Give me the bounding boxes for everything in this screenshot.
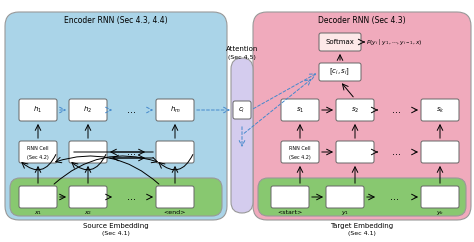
FancyBboxPatch shape <box>319 63 361 81</box>
FancyBboxPatch shape <box>281 141 319 163</box>
Text: RNN Cell: RNN Cell <box>27 146 49 151</box>
Text: ...: ... <box>128 147 137 157</box>
Text: Target Embedding: Target Embedding <box>330 223 393 229</box>
FancyBboxPatch shape <box>69 99 107 121</box>
FancyBboxPatch shape <box>253 12 471 220</box>
Text: $h_1$: $h_1$ <box>34 105 43 115</box>
Text: ...: ... <box>392 147 401 157</box>
Text: (Sec 4.5): (Sec 4.5) <box>228 54 256 60</box>
Text: $s_1$: $s_1$ <box>296 106 304 115</box>
Text: ...: ... <box>392 105 401 115</box>
Text: Source Embedding: Source Embedding <box>83 223 149 229</box>
Text: $s_k$: $s_k$ <box>436 106 444 115</box>
FancyBboxPatch shape <box>69 186 107 208</box>
FancyBboxPatch shape <box>326 186 364 208</box>
FancyBboxPatch shape <box>336 99 374 121</box>
Text: $x_2$: $x_2$ <box>84 209 92 217</box>
FancyBboxPatch shape <box>258 178 466 216</box>
Text: $x_1$: $x_1$ <box>34 209 42 217</box>
FancyBboxPatch shape <box>156 141 194 163</box>
FancyBboxPatch shape <box>421 186 459 208</box>
Text: (Sec 4.2): (Sec 4.2) <box>27 154 49 159</box>
Text: <start>: <start> <box>277 211 302 215</box>
FancyBboxPatch shape <box>69 141 107 163</box>
FancyBboxPatch shape <box>19 186 57 208</box>
FancyBboxPatch shape <box>156 186 194 208</box>
FancyBboxPatch shape <box>231 58 253 213</box>
Text: Encoder RNN (Sec 4.3, 4.4): Encoder RNN (Sec 4.3, 4.4) <box>64 16 168 25</box>
FancyBboxPatch shape <box>336 141 374 163</box>
Text: $P(y_i \mid y_1,\cdots,y_{i-1},x)$: $P(y_i \mid y_1,\cdots,y_{i-1},x)$ <box>366 37 423 47</box>
Text: $s_2$: $s_2$ <box>351 106 359 115</box>
Text: ...: ... <box>128 105 137 115</box>
FancyBboxPatch shape <box>19 99 57 121</box>
FancyBboxPatch shape <box>319 33 361 51</box>
Text: $[c_i, s_i]$: $[c_i, s_i]$ <box>329 67 351 77</box>
FancyBboxPatch shape <box>10 178 222 216</box>
FancyBboxPatch shape <box>271 186 309 208</box>
Text: RNN Cell: RNN Cell <box>289 146 311 151</box>
FancyBboxPatch shape <box>421 141 459 163</box>
Text: $y_k$: $y_k$ <box>436 209 444 217</box>
Text: Softmax: Softmax <box>326 39 355 45</box>
FancyBboxPatch shape <box>233 101 251 119</box>
Text: (Sec 4.2): (Sec 4.2) <box>289 154 311 159</box>
FancyBboxPatch shape <box>19 141 57 163</box>
Text: (Sec 4.1): (Sec 4.1) <box>102 232 130 236</box>
FancyBboxPatch shape <box>281 99 319 121</box>
Text: Attention: Attention <box>226 46 258 52</box>
FancyBboxPatch shape <box>5 12 227 220</box>
FancyBboxPatch shape <box>156 99 194 121</box>
Text: $h_m$: $h_m$ <box>170 105 181 115</box>
Text: ...: ... <box>128 192 137 202</box>
Text: $h_2$: $h_2$ <box>83 105 92 115</box>
Text: <end>: <end> <box>164 211 186 215</box>
Text: Decoder RNN (Sec 4.3): Decoder RNN (Sec 4.3) <box>318 16 406 25</box>
Text: ...: ... <box>391 192 400 202</box>
Text: (Sec 4.1): (Sec 4.1) <box>348 232 376 236</box>
Text: $c_i$: $c_i$ <box>238 106 246 115</box>
Text: $y_1$: $y_1$ <box>341 209 349 217</box>
FancyBboxPatch shape <box>421 99 459 121</box>
